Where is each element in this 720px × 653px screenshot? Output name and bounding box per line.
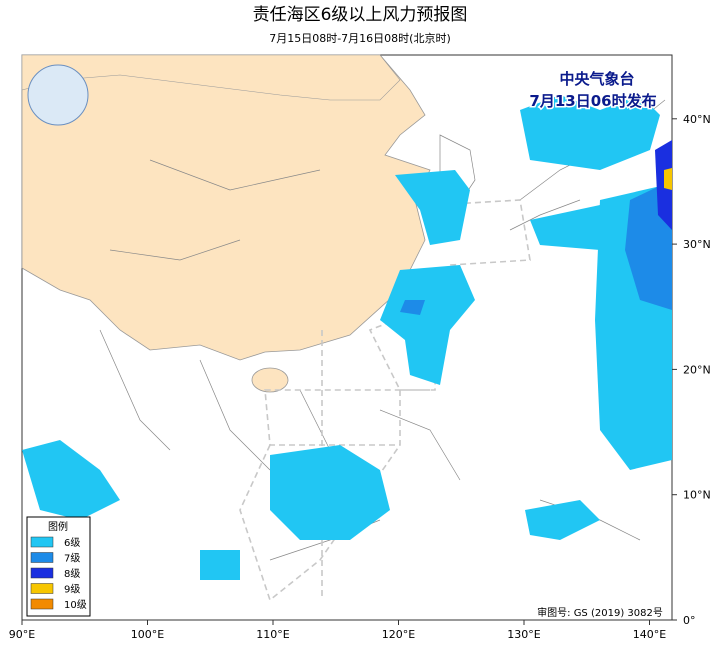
- wind-area: [200, 550, 240, 580]
- wind-area: [655, 140, 672, 230]
- map: 中央气象台 7月13日06时发布 审图号: GS (2019) 3082号: [21, 54, 673, 621]
- legend-label: 9级: [64, 584, 80, 596]
- legend-swatch: [30, 536, 54, 548]
- lat-label: 40°N: [683, 113, 711, 126]
- wind-area: [395, 170, 470, 245]
- legend-label: 8级: [64, 568, 80, 580]
- hainan: [251, 367, 289, 393]
- legend-label: 6级: [64, 537, 80, 549]
- legend-title: 图例: [48, 520, 68, 533]
- lat-label: 0°: [683, 614, 696, 627]
- wind-area: [380, 265, 475, 385]
- legend-label: 7级: [64, 553, 80, 565]
- lon-label: 90°E: [9, 628, 35, 641]
- title: 责任海区6级以上风力预报图: [253, 5, 468, 25]
- wind-area: [270, 445, 390, 540]
- wind-area: [525, 500, 600, 540]
- subtitle: 7月15日08时-7月16日08时(北京时): [269, 31, 451, 45]
- legend-label: 10级: [64, 599, 87, 611]
- wind-area: [520, 95, 660, 170]
- china-land: [21, 54, 431, 361]
- legend-swatch: [30, 583, 54, 594]
- lon-label: 120°E: [382, 628, 415, 641]
- legend-swatch: [30, 567, 54, 579]
- legend-swatch: [30, 552, 54, 563]
- lat-label: 20°N: [683, 363, 711, 376]
- wind-areas: [22, 95, 672, 580]
- lat-label: 30°N: [683, 238, 711, 251]
- wind-area: [400, 300, 425, 315]
- publisher-name: 中央气象台: [559, 70, 634, 88]
- lon-label: 130°E: [507, 628, 540, 641]
- approval-number: 审图号: GS (2019) 3082号: [537, 606, 663, 619]
- wind-area: [22, 440, 120, 520]
- lat-label: 10°N: [683, 489, 711, 502]
- legend: 图例 6级 7级 8级 9级 10级: [26, 516, 91, 617]
- lon-label: 110°E: [256, 628, 289, 641]
- lon-label: 100°E: [131, 628, 164, 641]
- wind-area: [664, 168, 672, 190]
- lon-label: 140°E: [633, 628, 666, 641]
- legend-swatch: [30, 598, 54, 610]
- wind-area: [530, 205, 600, 250]
- publish-date: 7月13日06时发布: [529, 92, 656, 110]
- cma-logo: [27, 64, 89, 126]
